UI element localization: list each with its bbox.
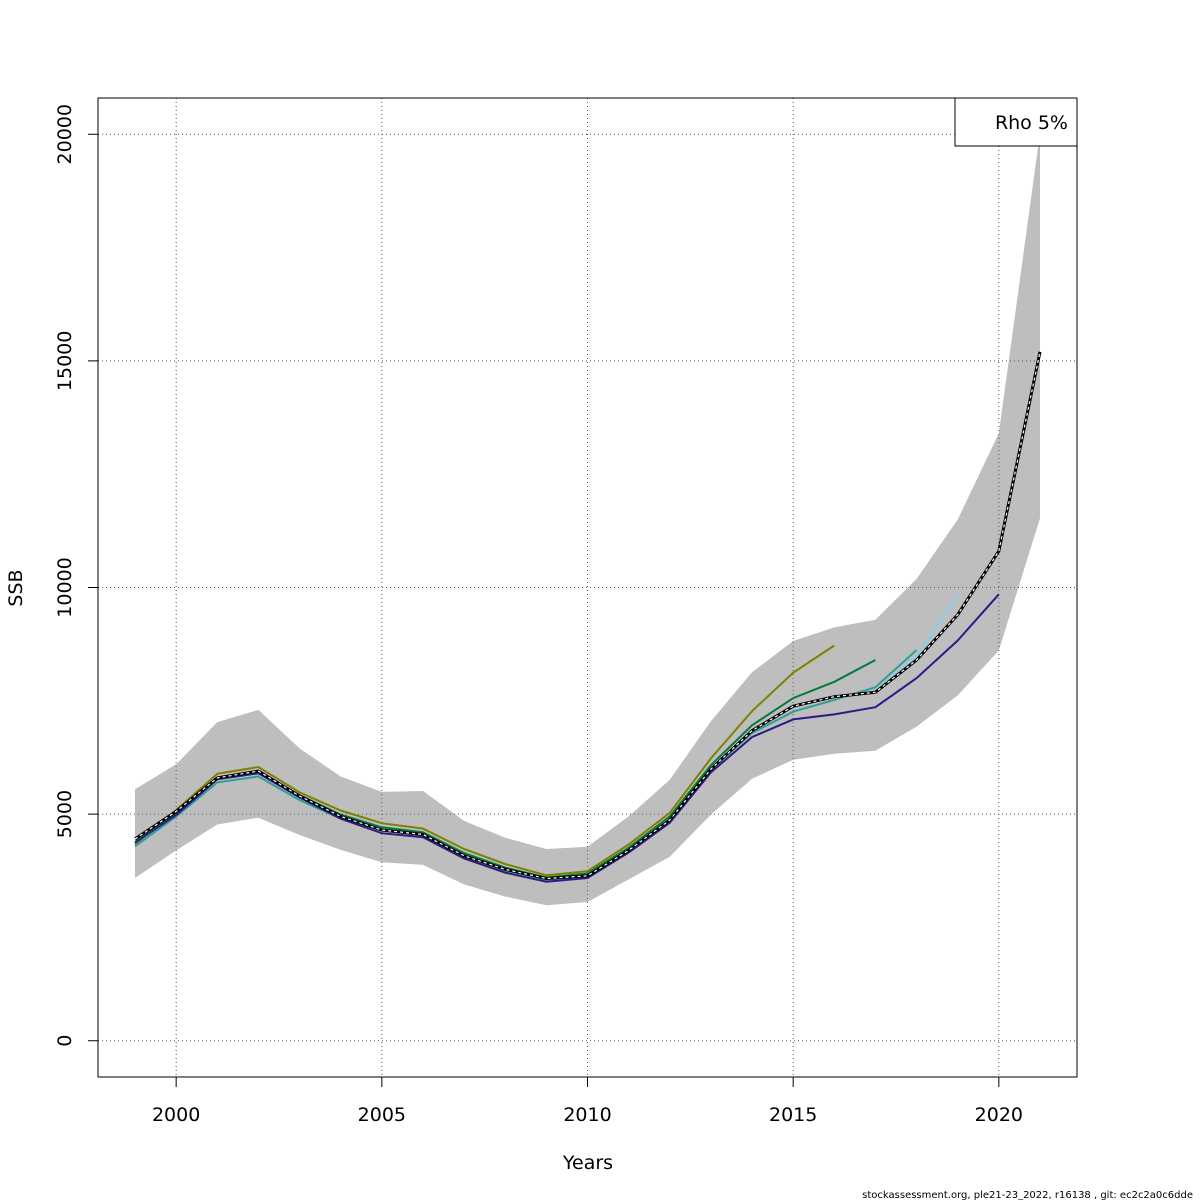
x-axis: 2000 2005 2010 2015 2020: [152, 1076, 1023, 1126]
footer-credit: stockassessment.org, ple21-23_2022, r161…: [862, 1190, 1193, 1200]
y-tick-label: 15000: [54, 331, 76, 391]
confidence-band: [135, 132, 1040, 906]
x-axis-label: Years: [562, 1152, 613, 1174]
y-axis-label: SSB: [5, 569, 27, 606]
y-axis: 0 5000 10000 15000 20000: [54, 104, 99, 1047]
x-tick-label: 2020: [975, 1104, 1023, 1126]
legend-box: [954, 97, 1078, 147]
legend-text: Rho 5%: [995, 112, 1068, 134]
y-tick-label: 10000: [54, 557, 76, 617]
legend: Rho 5%: [954, 97, 1078, 147]
x-tick-label: 2005: [358, 1104, 406, 1126]
series-line-peel-5: [134, 593, 1000, 883]
grid-layer: [98, 98, 1077, 1077]
x-tick-label: 2010: [563, 1104, 611, 1126]
series-layer: [134, 351, 1042, 883]
x-tick-label: 2000: [152, 1104, 200, 1126]
confidence-band-layer: [135, 132, 1040, 906]
x-tick-label: 2015: [769, 1104, 817, 1126]
series-line-base-run: [134, 351, 1041, 880]
y-tick-label: 0: [54, 1035, 76, 1047]
y-tick-label: 20000: [54, 104, 76, 164]
y-tick-label: 5000: [54, 790, 76, 838]
series-line-peel-1: [134, 644, 835, 877]
